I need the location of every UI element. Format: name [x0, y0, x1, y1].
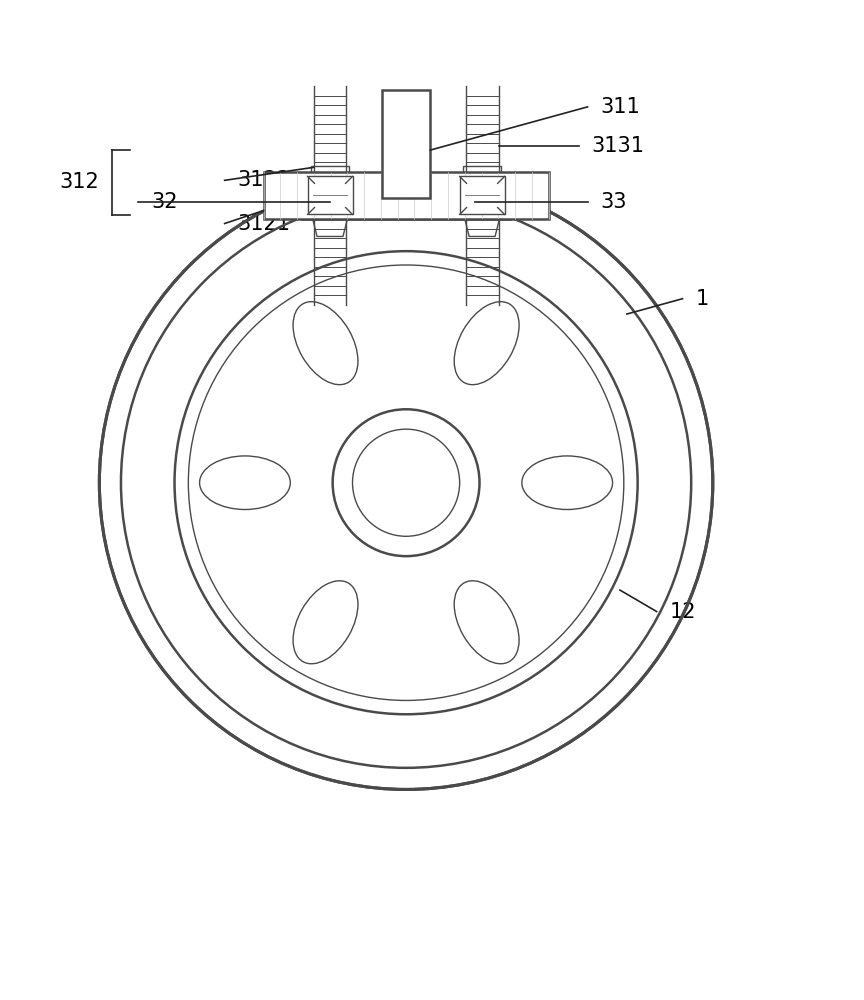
Bar: [460, 176, 505, 214]
Text: 311: 311: [600, 97, 640, 117]
Ellipse shape: [454, 581, 519, 664]
Text: 33: 33: [600, 192, 627, 212]
Bar: [311, 166, 349, 187]
Text: 32: 32: [151, 192, 178, 212]
Text: 12: 12: [670, 602, 696, 622]
Ellipse shape: [522, 456, 613, 510]
Ellipse shape: [200, 456, 290, 510]
Bar: [382, 90, 430, 198]
Ellipse shape: [293, 581, 358, 664]
Ellipse shape: [454, 302, 519, 385]
Bar: [264, 172, 549, 219]
Text: 3131: 3131: [592, 136, 645, 156]
Text: 1: 1: [696, 289, 708, 309]
Text: 312: 312: [60, 172, 99, 192]
Bar: [463, 166, 501, 187]
Text: 3121: 3121: [238, 214, 290, 234]
Ellipse shape: [99, 176, 713, 789]
Bar: [302, 185, 510, 219]
Bar: [308, 176, 353, 214]
Text: 3122: 3122: [238, 170, 290, 190]
Ellipse shape: [293, 302, 358, 385]
